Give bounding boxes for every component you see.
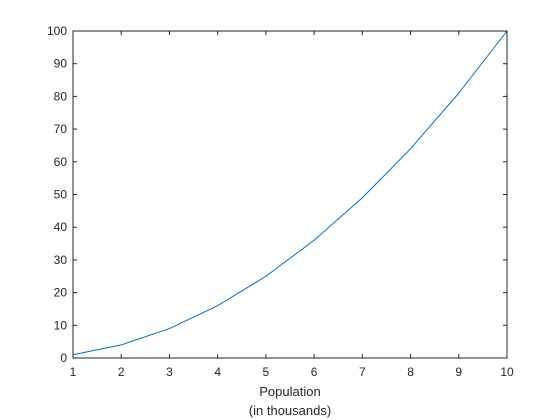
y-tick-label: 10 (54, 318, 68, 332)
y-tick-label: 40 (54, 220, 68, 234)
y-tick-label: 20 (54, 286, 68, 300)
plot-area (73, 31, 507, 358)
series-line (72, 30, 508, 356)
y-tick-label: 100 (47, 24, 67, 38)
x-tick-label: 7 (359, 365, 366, 379)
series-layer (72, 30, 508, 356)
y-tick-label: 70 (54, 122, 68, 136)
y-tick-label: 90 (54, 57, 68, 71)
x-tick-label: 9 (455, 365, 462, 379)
x-tick-label: 1 (70, 365, 77, 379)
y-tick-label: 50 (54, 188, 68, 202)
x-tick-label: 3 (166, 365, 173, 379)
x-tick-label: 8 (407, 365, 414, 379)
x-tick-label: 10 (500, 365, 514, 379)
y-tick-label: 80 (54, 89, 68, 103)
axes-box (72, 30, 508, 359)
x-axis-label-line-2: (in thousands) (249, 403, 331, 418)
y-tick-label: 60 (54, 155, 68, 169)
x-tick-label: 4 (214, 365, 221, 379)
x-tick-label: 2 (118, 365, 125, 379)
x-tick-label: 6 (311, 365, 318, 379)
y-tick-label: 30 (54, 253, 68, 267)
x-tick-label: 5 (263, 365, 270, 379)
y-tick-label: 0 (60, 351, 67, 365)
x-axis-label-line-1: Population (259, 384, 320, 399)
